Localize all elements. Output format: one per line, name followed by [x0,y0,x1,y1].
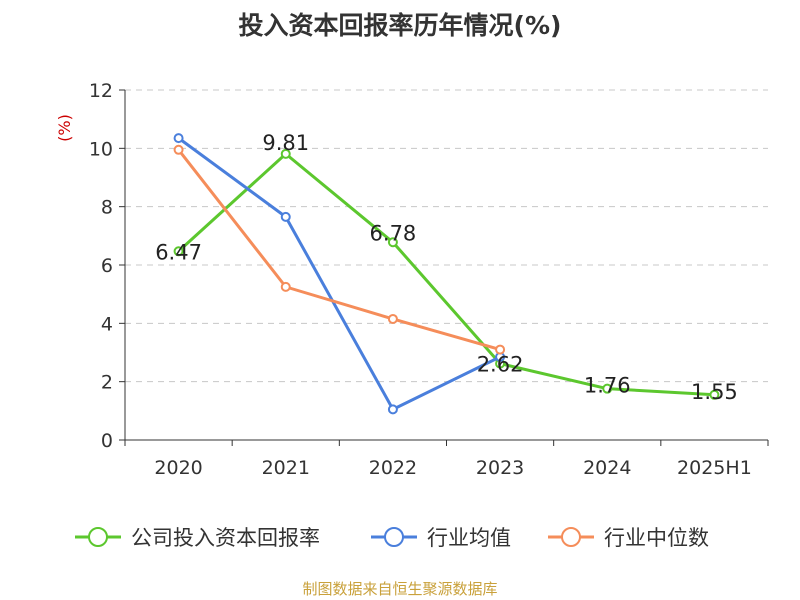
legend-label: 行业均值 [427,526,511,550]
series-2 [173,133,506,415]
y-tick-label: 8 [101,197,113,219]
x-tick-label: 2022 [369,457,417,479]
data-point [173,246,184,257]
legend-label: 公司投入资本回报率 [131,526,320,550]
data-point [280,211,291,222]
data-point [387,237,398,248]
data-point [280,148,291,159]
legend-item-1: 公司投入资本回报率 [75,526,320,550]
source-note: 制图数据来自恒生聚源数据库 [302,580,498,598]
data-point [387,404,398,415]
y-tick-label: 4 [101,313,113,335]
series-line [177,152,715,397]
x-tick-label: 2020 [154,457,202,479]
legend-marker [384,527,404,547]
data-point [280,281,291,292]
data-label: 2.62 [477,353,524,377]
y-tick-label: 10 [89,138,113,160]
data-point [173,144,184,155]
x-tick-label: 2021 [262,457,310,479]
x-tick-label: 2024 [583,457,631,479]
data-label: 1.76 [584,374,631,398]
legend-marker [561,527,581,547]
legend-item-2: 行业均值 [371,526,511,550]
y-tick-label: 12 [89,80,113,102]
chart-title: 投入资本回报率历年情况(%) [238,11,562,40]
data-label: 6.78 [370,221,417,245]
data-point [709,389,720,400]
y-tick-label: 2 [101,372,113,394]
x-tick-label: 2025H1 [677,457,752,479]
legend-item-3: 行业中位数 [548,526,709,550]
data-label: 9.81 [262,131,309,155]
data-label: 1.55 [691,380,738,404]
data-label: 6.47 [155,240,202,264]
series-line [177,136,501,411]
data-point [173,133,184,144]
legend-label: 行业中位数 [604,526,709,550]
data-point [602,383,613,394]
series-1 [173,148,720,400]
x-tick-label: 2023 [476,457,524,479]
series-line [177,148,501,352]
data-point [387,313,398,324]
data-labels: 6.47 9.81 6.78 2.62 1.76 1.55 [155,131,738,404]
series [173,133,720,415]
y-tick-label: 6 [101,255,113,277]
y-tick-label: 0 [101,430,113,452]
gridlines [125,89,768,383]
y-ticks: 0 2 4 6 8 10 12 [89,80,125,452]
x-ticks: 2020 2021 2022 2023 2024 2025H1 [124,440,769,479]
y-axis-unit-label: (%) [55,114,74,142]
legend-marker [88,527,108,547]
legend: 公司投入资本回报率 行业均值 行业中位数 [75,526,709,550]
data-point [495,344,506,355]
series-3 [173,144,506,355]
